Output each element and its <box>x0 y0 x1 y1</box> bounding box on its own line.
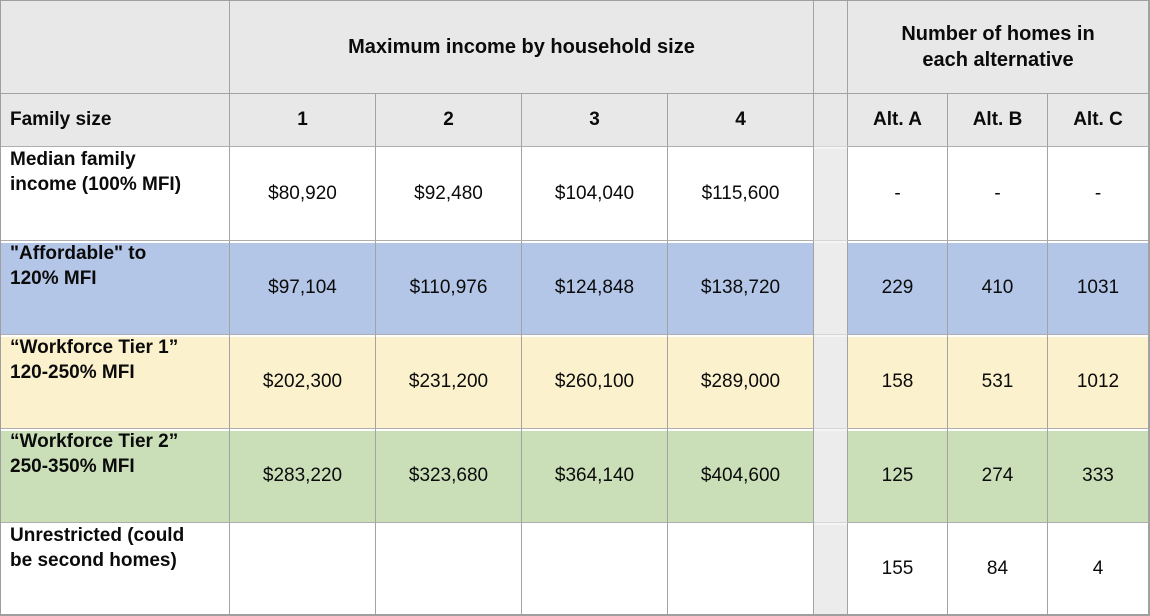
homes-cell: 1031 <box>1048 240 1149 334</box>
household-size-header-2: 2 <box>376 94 522 146</box>
spacer-column-header1 <box>814 1 848 94</box>
spacer-cell <box>814 240 848 334</box>
homes-cell: 229 <box>848 240 948 334</box>
household-size-header-3: 3 <box>522 94 668 146</box>
homes-cell: - <box>948 146 1048 240</box>
income-cell: $260,100 <box>522 334 668 428</box>
homes-cell: 274 <box>948 428 1048 522</box>
homes-cell: 531 <box>948 334 1048 428</box>
homes-group-header: Number of homes in each alternative <box>848 1 1149 94</box>
corner-header-cell <box>1 1 230 94</box>
homes-cell: 158 <box>848 334 948 428</box>
income-cell: $283,220 <box>230 428 376 522</box>
homes-cell: 84 <box>948 522 1048 615</box>
homes-cell: 410 <box>948 240 1048 334</box>
income-cell: $289,000 <box>668 334 814 428</box>
income-cell: $110,976 <box>376 240 522 334</box>
row-label-workforce-tier-2: “Workforce Tier 2” 250-350% MFI <box>1 428 230 522</box>
income-group-header: Maximum income by household size <box>230 1 814 94</box>
alt-b-header: Alt. B <box>948 94 1048 146</box>
household-size-header-4: 4 <box>668 94 814 146</box>
income-cell: $124,848 <box>522 240 668 334</box>
income-cell <box>230 522 376 615</box>
spacer-column-header2 <box>814 94 848 146</box>
alt-c-header: Alt. C <box>1048 94 1149 146</box>
homes-cell: 155 <box>848 522 948 615</box>
income-cell: $364,140 <box>522 428 668 522</box>
homes-cell: - <box>848 146 948 240</box>
row-label-affordable: "Affordable" to 120% MFI <box>1 240 230 334</box>
homes-cell: 1012 <box>1048 334 1149 428</box>
homes-cell: - <box>1048 146 1149 240</box>
alt-a-header: Alt. A <box>848 94 948 146</box>
spacer-cell <box>814 428 848 522</box>
spacer-cell <box>814 522 848 615</box>
row-label-median-income: Median family income (100% MFI) <box>1 146 230 240</box>
income-group-header-line: Maximum income by household size <box>348 36 695 58</box>
homes-cell: 333 <box>1048 428 1149 522</box>
income-cell: $404,600 <box>668 428 814 522</box>
family-size-header: Family size <box>1 94 230 146</box>
income-cell: $202,300 <box>230 334 376 428</box>
income-cell: $231,200 <box>376 334 522 428</box>
spacer-cell <box>814 146 848 240</box>
income-cell <box>522 522 668 615</box>
homes-cell: 4 <box>1048 522 1149 615</box>
income-cell: $80,920 <box>230 146 376 240</box>
income-cell <box>376 522 522 615</box>
income-cell: $97,104 <box>230 240 376 334</box>
income-cell: $104,040 <box>522 146 668 240</box>
homes-group-header-line1: Number of homes in <box>901 23 1095 45</box>
income-cell: $92,480 <box>376 146 522 240</box>
household-size-header-1: 1 <box>230 94 376 146</box>
row-label-unrestricted: Unrestricted (could be second homes) <box>1 522 230 615</box>
homes-group-header-line2: each alternative <box>922 49 1074 71</box>
income-cell: $115,600 <box>668 146 814 240</box>
row-label-workforce-tier-1: “Workforce Tier 1” 120-250% MFI <box>1 334 230 428</box>
homes-cell: 125 <box>848 428 948 522</box>
income-cell: $323,680 <box>376 428 522 522</box>
income-cell <box>668 522 814 615</box>
spacer-cell <box>814 334 848 428</box>
income-cell: $138,720 <box>668 240 814 334</box>
